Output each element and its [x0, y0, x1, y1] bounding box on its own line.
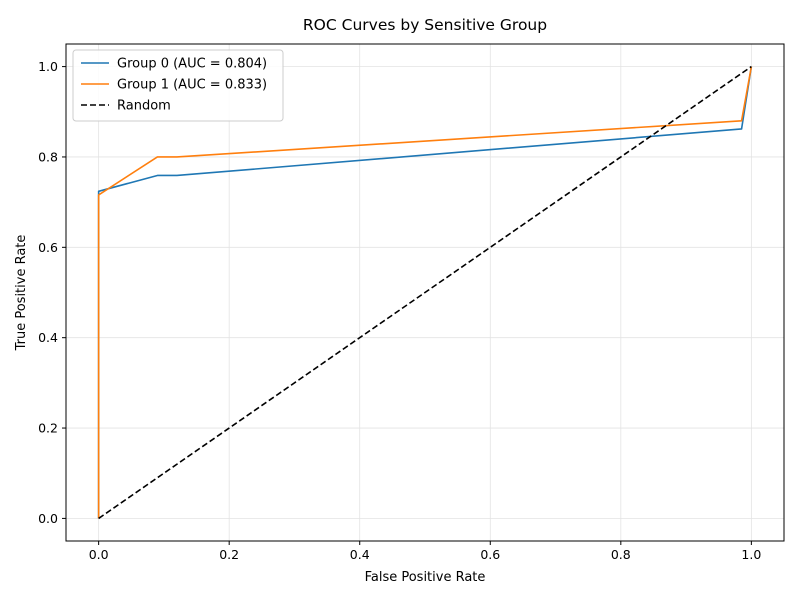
- plot-frame: [65, 43, 785, 542]
- legend-label-1: Group 1 (AUC = 0.833): [117, 78, 267, 93]
- x-axis-label: False Positive Rate: [365, 570, 486, 585]
- y-axis-label: True Positive Rate: [14, 235, 29, 352]
- x-tick-label: 0.2: [219, 547, 239, 562]
- grid-lines: [66, 44, 784, 541]
- plot-area: [97, 65, 753, 520]
- y-tick-label: 0.4: [38, 330, 58, 345]
- y-tick-label: 1.0: [38, 59, 58, 74]
- x-tick-label: 0.8: [611, 547, 631, 562]
- x-tick-label: 0.0: [89, 547, 109, 562]
- y-tick-label: 0.2: [38, 421, 58, 436]
- series-line-2: [98, 65, 752, 520]
- series-line-1: [97, 66, 753, 519]
- x-tick-label: 1.0: [741, 547, 761, 562]
- x-tick-label: 0.6: [480, 547, 500, 562]
- legend: Group 0 (AUC = 0.804) Group 1 (AUC = 0.83…: [72, 49, 284, 122]
- x-tick-label: 0.4: [350, 547, 370, 562]
- legend-label-2: Random: [117, 99, 171, 114]
- y-tick-label: 0.0: [38, 511, 58, 526]
- legend-box: [72, 49, 284, 122]
- y-tick-label: 0.8: [38, 149, 58, 164]
- y-axis-ticks: 0.0 0.2 0.4 0.6 0.8 1.0: [38, 59, 66, 526]
- x-axis-ticks: 0.0 0.2 0.4 0.6 0.8 1.0: [89, 541, 761, 562]
- chart-title: ROC Curves by Sensitive Group: [303, 16, 547, 34]
- y-tick-label: 0.6: [38, 240, 58, 255]
- legend-label-0: Group 0 (AUC = 0.804): [117, 57, 267, 72]
